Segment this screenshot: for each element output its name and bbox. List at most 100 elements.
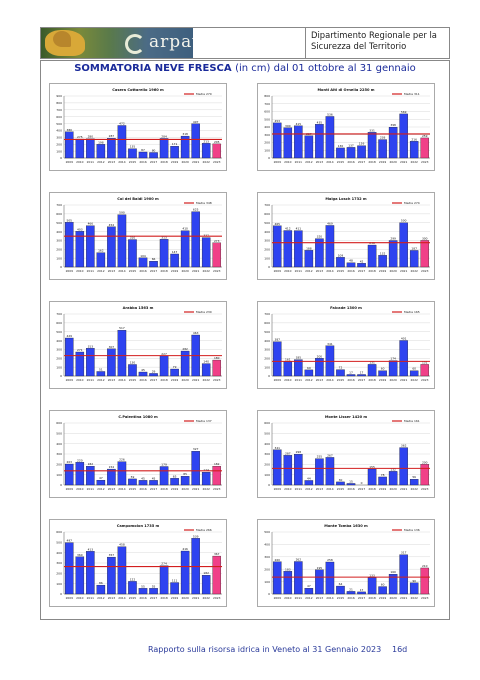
chart-bar: [378, 139, 387, 159]
chart-bar: [170, 253, 179, 268]
x-tick-label: 2012: [97, 596, 105, 600]
data-label: 45: [141, 476, 145, 480]
chart-bar: [159, 565, 169, 595]
chart-bar: [75, 351, 85, 377]
x-tick-label: 2021: [192, 378, 200, 382]
x-tick-label: 2018: [160, 160, 168, 164]
x-tick-label: 2012: [97, 378, 105, 382]
chart-title: Monti Alti di Ornella 2250 m: [317, 88, 374, 92]
x-tick-label: 2013: [108, 596, 116, 600]
chart-bar: [420, 464, 429, 486]
data-label: 174: [390, 357, 396, 361]
snow-chart: Monte Tomba 1630 m 0 100 200 300 400 500 260 200…: [257, 519, 435, 607]
logo-wordmark: arpav: [149, 32, 193, 52]
x-tick-label: 2022: [203, 160, 211, 164]
x-tick-label: 2020: [181, 487, 189, 491]
y-tick-label: 0: [60, 156, 62, 160]
data-label: 429: [67, 334, 73, 338]
data-label: 390: [285, 124, 291, 128]
x-tick-label: 2022: [203, 269, 211, 273]
chart-bar: [367, 468, 377, 486]
footer-text: Rapporto sulla risorsa idrica in Veneto …: [148, 645, 382, 654]
x-tick-label: 2017: [150, 596, 158, 600]
chart-bar: [378, 370, 387, 377]
data-label: 185: [296, 356, 302, 360]
y-tick-label: 500: [56, 330, 62, 334]
data-label: 195: [317, 566, 323, 570]
chart-bar: [170, 478, 179, 486]
y-tick-label: 300: [56, 136, 62, 140]
data-label: 132: [390, 467, 396, 471]
chart-svg: Col dei Baldi 1900 m 0 100 200 300 400 500 600 7…: [56, 197, 222, 273]
y-tick-label: 500: [264, 530, 270, 534]
chart-bar: [367, 577, 377, 595]
data-label: 85: [183, 472, 187, 476]
legend-label: Media 266: [196, 528, 212, 532]
chart-bar: [191, 211, 200, 268]
data-label: 30: [339, 478, 343, 482]
chart-bar: [325, 561, 335, 595]
data-label: 47: [99, 476, 103, 480]
data-label: 104: [140, 254, 146, 258]
chart-bar: [159, 355, 169, 377]
chart-bar: [420, 567, 429, 595]
data-label: 147: [172, 250, 178, 254]
y-tick-label: 900: [56, 94, 62, 98]
data-label: 160: [390, 570, 396, 574]
chart-bar: [357, 145, 366, 159]
chart-bar: [75, 462, 85, 486]
data-label: 262: [296, 558, 302, 562]
data-label: 287: [285, 451, 291, 455]
page-title: SOMMATORIA NEVE FRESCA (in cm) dal 01 ot…: [41, 63, 449, 74]
chart-bar: [117, 125, 127, 159]
y-tick-label: 400: [264, 543, 270, 547]
data-label: 65: [173, 474, 177, 478]
data-label: 331: [369, 128, 375, 132]
y-tick-label: 700: [56, 312, 62, 316]
data-label: 55: [141, 584, 145, 588]
data-label: 274: [161, 562, 167, 566]
chart-bar: [86, 348, 95, 377]
y-tick-label: 500: [264, 330, 270, 334]
x-tick-label: 2014: [118, 269, 126, 273]
x-tick-label: 2016: [139, 378, 147, 382]
y-tick-label: 600: [264, 421, 270, 425]
chart-bar: [283, 571, 293, 595]
data-label: 154: [109, 465, 115, 469]
y-tick-label: 200: [264, 463, 270, 467]
data-label: 130: [338, 144, 344, 148]
data-label: 412: [285, 227, 291, 231]
data-label: 111: [172, 579, 178, 583]
chart-bar: [346, 374, 356, 377]
data-label: 469: [327, 221, 333, 225]
chart-bar: [388, 360, 398, 377]
x-tick-label: 2014: [326, 596, 334, 600]
x-tick-label: 2022: [411, 596, 419, 600]
data-label: 416: [182, 547, 188, 551]
x-tick-label: 2020: [389, 269, 397, 273]
snow-chart: C.Palentina 1080 m 0 100 200 300 400 500 600 203…: [49, 410, 227, 498]
data-label: 497: [67, 539, 73, 543]
data-label: 162: [98, 249, 104, 253]
y-tick-label: 600: [56, 115, 62, 119]
chart-bar: [378, 586, 387, 595]
y-tick-label: 0: [268, 156, 270, 160]
x-tick-label: 2012: [305, 596, 313, 600]
chart-bar: [378, 255, 387, 268]
y-tick-label: 400: [56, 230, 62, 234]
data-label: 182: [88, 462, 94, 466]
x-tick-label: 2023: [213, 160, 221, 164]
chart-bar: [170, 582, 179, 595]
y-tick-label: 600: [56, 421, 62, 425]
x-tick-label: 2009: [274, 160, 282, 164]
chart-bar: [180, 476, 190, 486]
y-tick-label: 500: [56, 221, 62, 225]
data-label: 267: [327, 453, 333, 457]
y-tick-label: 0: [60, 592, 62, 596]
x-tick-label: 2015: [337, 160, 345, 164]
data-label: 590: [119, 211, 125, 215]
chart-bar: [65, 463, 74, 486]
data-label: 410: [182, 227, 188, 231]
x-tick-label: 2012: [305, 160, 313, 164]
x-tick-label: 2013: [316, 378, 324, 382]
